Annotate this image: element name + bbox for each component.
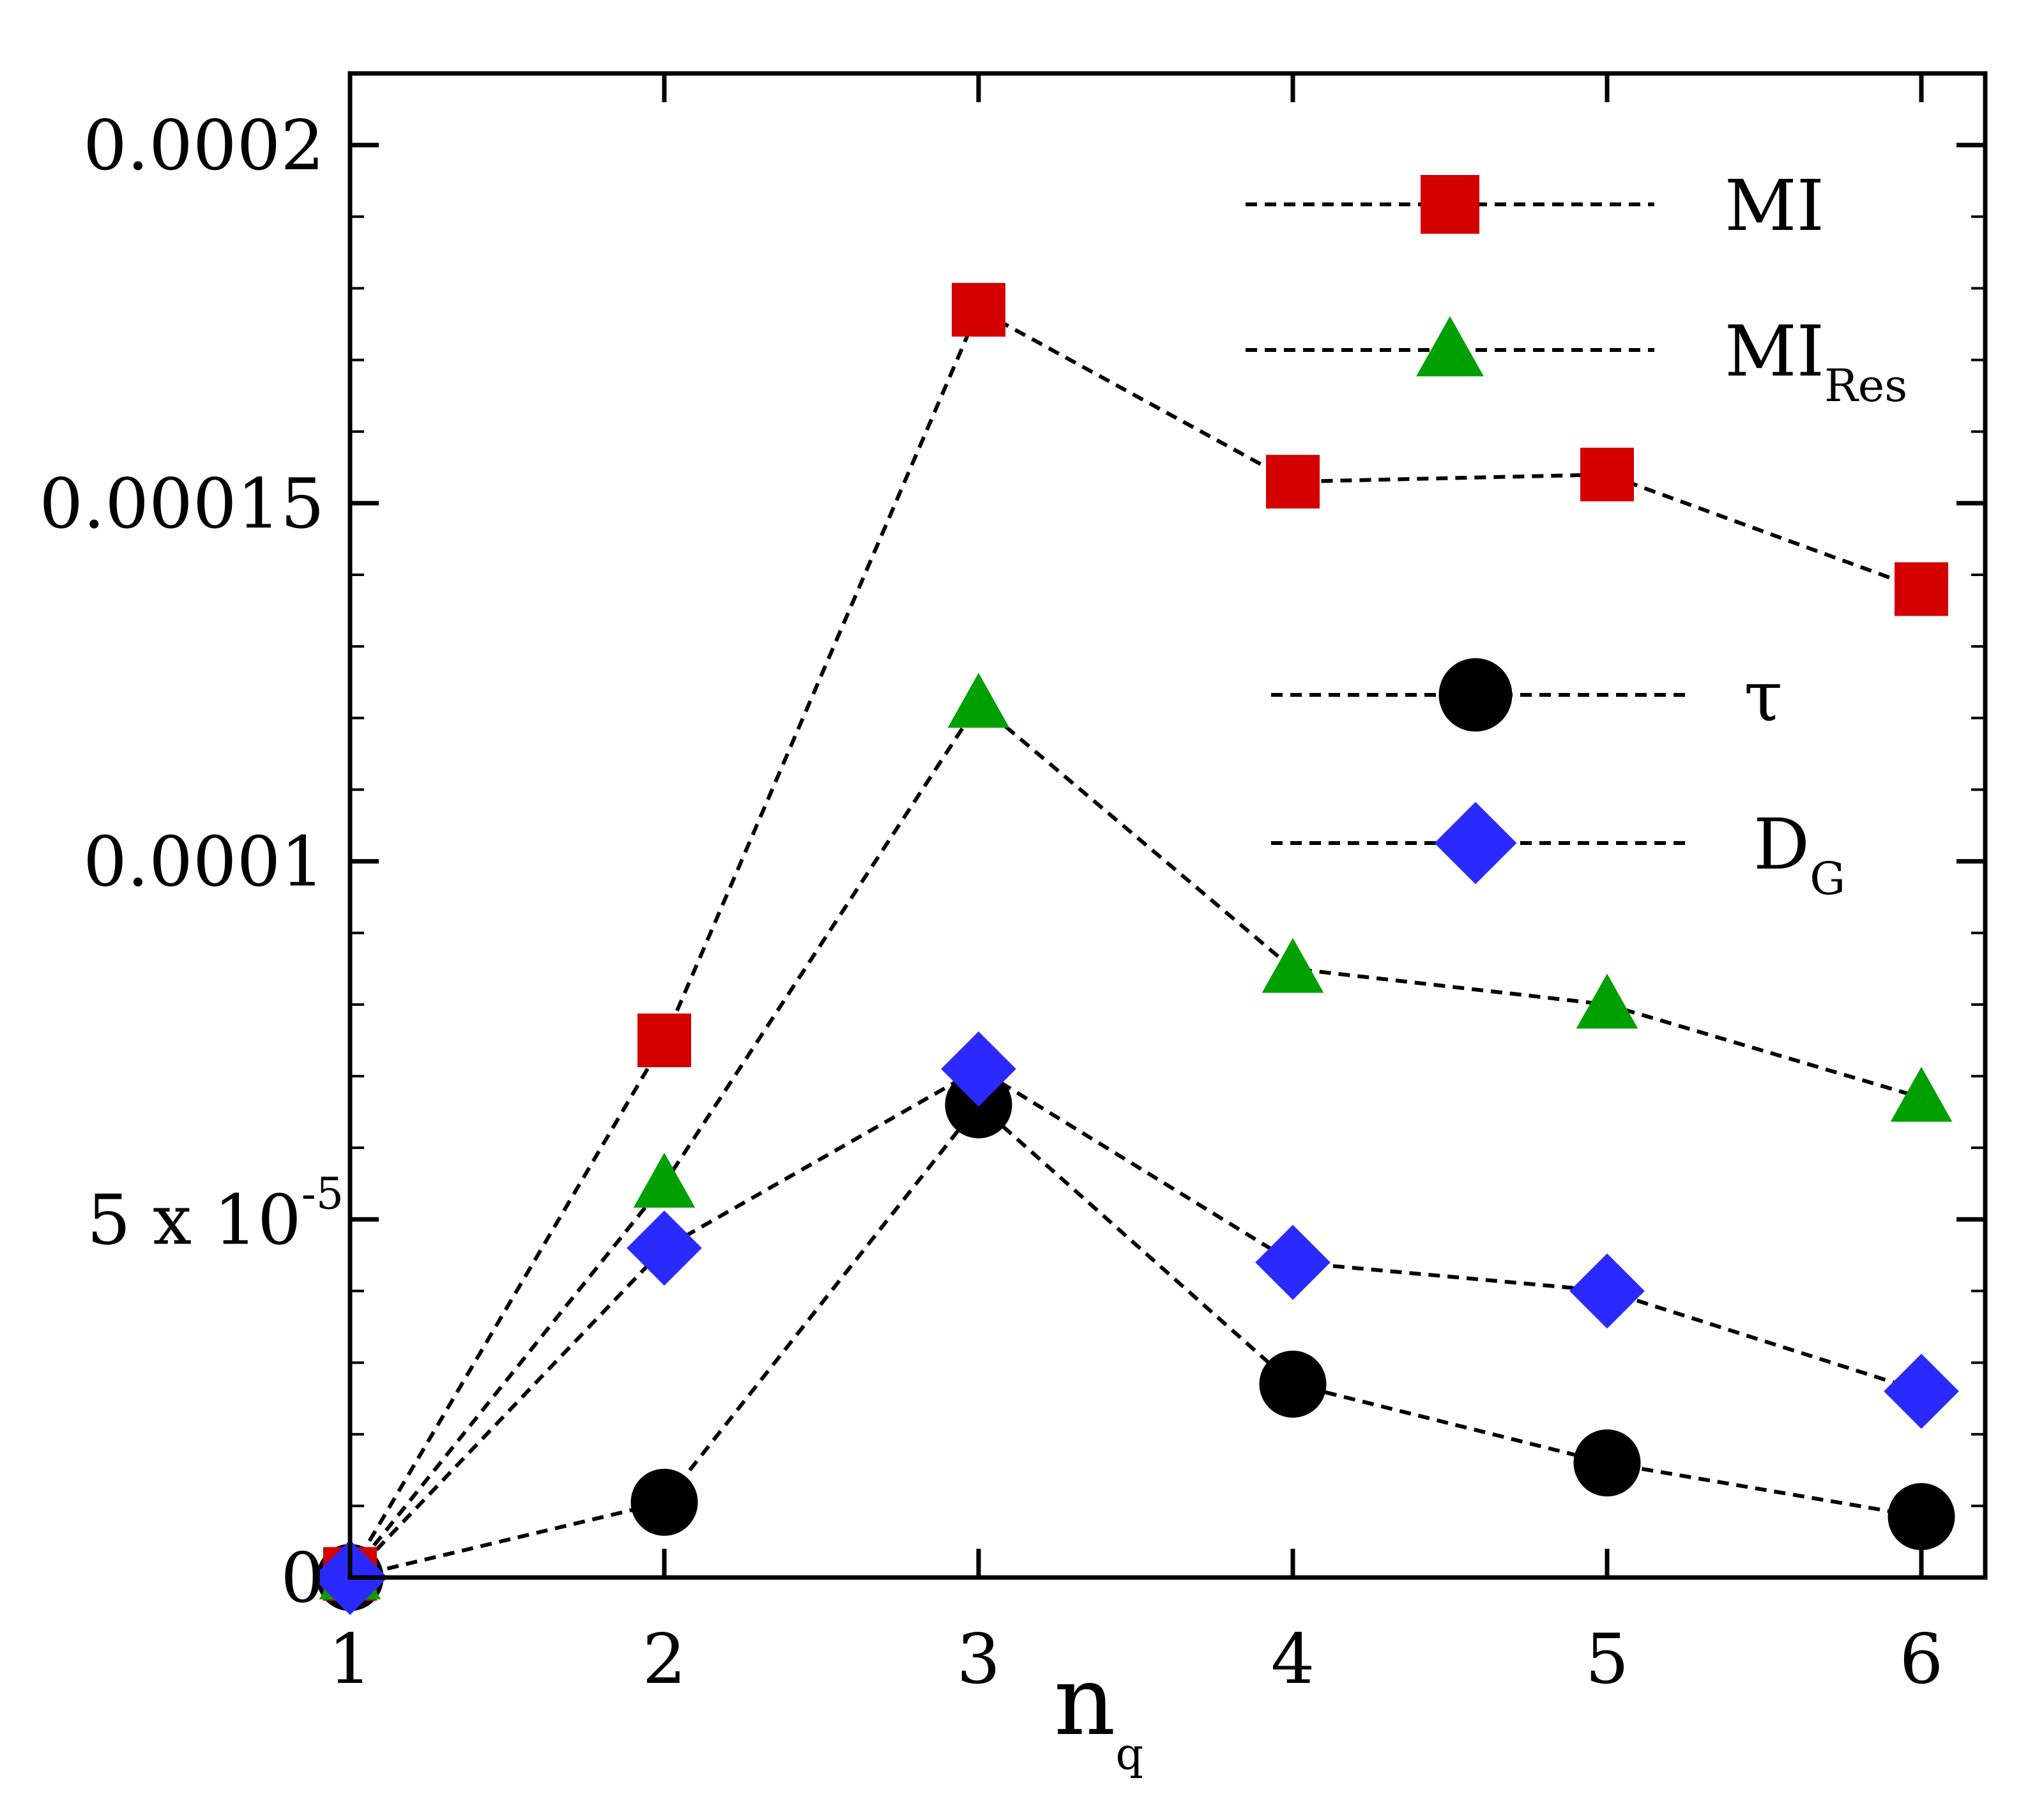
legend-label-main: D [1753,803,1810,885]
data-point-d-g [1884,1353,1959,1429]
y-axis-ticks: 0 5 x 10-5 0.0001 0.00015 0.0002 [39,106,1985,1618]
y-tick-label-sup: -5 [301,1169,344,1219]
data-point-tau [1573,1429,1641,1497]
y-tick-label-main: 5 x 10 [87,1180,301,1260]
x-axis-label-sub: q [1116,1730,1144,1780]
x-tick-label: 5 [1585,1620,1629,1699]
data-point-mi-res [1576,973,1638,1029]
series-line-mi-res [348,701,1922,1577]
data-point-d-g [1569,1253,1645,1329]
y-tick-label: 0.0002 [83,106,324,186]
data-point-mi [1266,455,1320,509]
y-tick-label-main: 0 [280,1539,324,1618]
data-point-tau [1259,1350,1327,1418]
data-point-mi-res [633,1152,696,1208]
data-point-mi-res [947,673,1010,728]
minor-ticks [350,215,1985,1507]
x-axis-ticks: 1 2 3 4 5 6 [328,73,1944,1699]
data-point-mi-res [1890,1067,1953,1122]
y-tick-label-main: 0.0001 [83,823,324,902]
series-line-d-g [348,1067,1922,1579]
data-point-mi [637,1013,691,1067]
legend-label-mi: MI [1725,165,1824,247]
data-point-d-g [1255,1224,1331,1300]
y-tick-label: 0.0001 [83,823,324,902]
x-axis-label: nq [1054,1646,1143,1780]
data-point-d-g [941,1031,1016,1107]
x-tick-label: 2 [643,1620,687,1699]
data-point-tau [630,1468,698,1536]
data-markers [312,283,1959,1615]
legend-label-sub: Res [1824,360,1907,412]
x-tick-label: 6 [1900,1620,1944,1699]
y-tick-label-main: 0.00015 [39,464,324,544]
x-axis-label-main: n [1054,1646,1116,1757]
x-tick-label: 4 [1271,1620,1315,1699]
data-point-tau [1888,1483,1955,1551]
series-line-tau [349,1102,1922,1579]
y-tick-label: 0.00015 [39,464,324,544]
data-point-mi-res [1262,938,1324,993]
legend-label-sub: G [1810,853,1845,905]
x-tick-label: 3 [957,1620,1001,1699]
legend-label-mi-res: MIRes [1725,310,1907,412]
legend-label-d-g: DG [1753,803,1845,905]
legend-label-main: MI [1725,310,1824,392]
legend-label-main: MI [1725,165,1824,247]
legend-marker-d-g [1434,802,1517,885]
plot-frame [347,71,1988,1580]
y-tick-label: 0 [280,1539,324,1618]
data-point-mi [952,283,1005,337]
y-tick-label: 5 x 10-5 [87,1169,344,1260]
y-tick-label-main: 0.0002 [83,106,324,186]
data-point-mi [1580,448,1634,501]
legend-label-tau: τ [1744,655,1783,737]
legend-marker-mi-res [1416,316,1484,377]
legend-label-main: τ [1744,655,1783,737]
data-point-mi [1895,562,1948,616]
legend-marker-tau [1438,658,1513,732]
x-tick-label: 1 [328,1620,372,1699]
series-line-mi [348,307,1923,1575]
legend-marker-mi [1421,175,1479,234]
data-point-d-g [627,1210,702,1286]
series-lines [348,307,1923,1579]
